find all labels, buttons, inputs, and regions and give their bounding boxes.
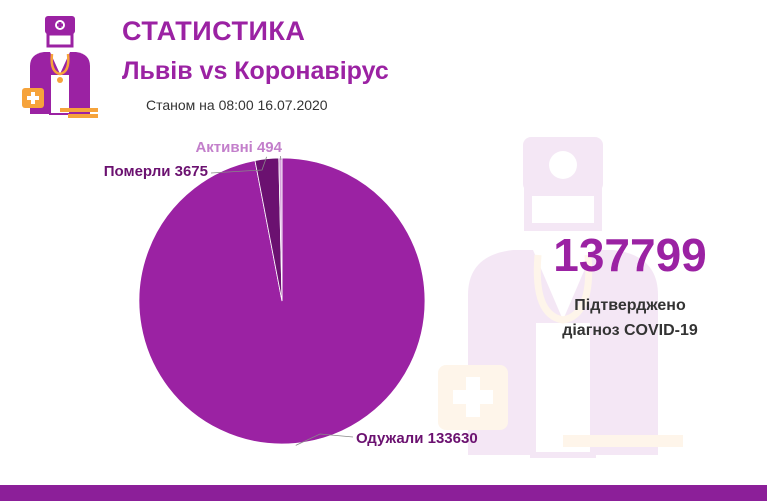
confirmed-count: 137799 [553,229,707,281]
footer-bar [0,485,767,501]
pie-leader-line [279,155,282,161]
page-subtitle: Львів vs Коронавірус [122,57,389,85]
page-title: СТАТИСТИКА [122,16,306,46]
doctor-icon [22,16,98,118]
pie-leader-line [210,156,267,174]
doctor-icon [438,137,683,458]
pie-label: Активні 494 [195,139,282,156]
confirmed-caption-line1: Підтверджено [574,297,686,314]
date-caption: Станом на 08:00 16.07.2020 [146,97,328,113]
pie-label: Одужали 133630 [356,430,478,447]
pie-label: Померли 3675 [104,163,208,180]
confirmed-caption-line2: діагноз COVID-19 [562,322,698,339]
pie-leader-line [295,433,354,446]
